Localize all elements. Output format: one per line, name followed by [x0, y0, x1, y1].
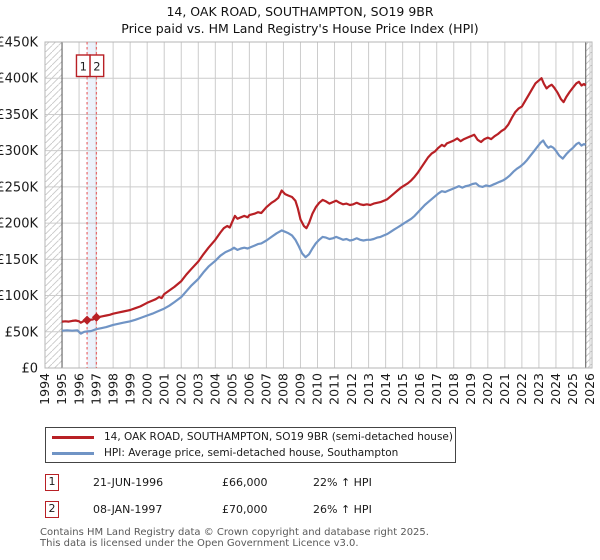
legend-row-hpi: HPI: Average price, semi-detached house,… [52, 447, 455, 460]
hatch-no-data-left [45, 42, 63, 368]
svg-text:2001: 2001 [156, 373, 171, 405]
svg-text:2005: 2005 [225, 373, 240, 405]
svg-text:1996: 1996 [71, 373, 86, 405]
sale-vs-hpi: 26% ↑ HPI [313, 503, 372, 516]
svg-text:1999: 1999 [122, 373, 137, 405]
attribution-footer: Contains HM Land Registry data © Crown c… [40, 527, 429, 549]
legend-row-property: 14, OAK ROAD, SOUTHAMPTON, SO19 9BR (sem… [52, 431, 455, 444]
svg-text:2014: 2014 [378, 373, 393, 405]
svg-text:2002: 2002 [173, 373, 188, 405]
svg-text:2013: 2013 [361, 373, 376, 405]
svg-text:£300K: £300K [0, 144, 38, 159]
svg-text:2011: 2011 [327, 373, 342, 405]
sale-date: 08-JAN-1997 [93, 503, 163, 516]
chart-subtitle: Price paid vs. HM Land Registry's House … [121, 21, 478, 36]
svg-text:£100K: £100K [0, 289, 38, 304]
sale-marker-2 [91, 312, 102, 322]
hatch-no-data-right [585, 42, 592, 368]
hpi-line-swatch [52, 451, 94, 455]
svg-text:2004: 2004 [208, 373, 223, 405]
sale-marker-1 [82, 315, 92, 325]
sale-vs-hpi: 22% ↑ HPI [313, 476, 372, 489]
svg-text:2015: 2015 [395, 373, 410, 405]
svg-text:2012: 2012 [344, 373, 359, 405]
property-line-swatch [52, 435, 94, 439]
chart-legend: 14, OAK ROAD, SOUTHAMPTON, SO19 9BR (sem… [45, 427, 456, 463]
series-property-line [61, 77, 587, 324]
svg-text:2018: 2018 [446, 373, 461, 405]
attribution-line-1: Contains HM Land Registry data © Crown c… [40, 527, 429, 538]
svg-text:£350K: £350K [0, 108, 38, 123]
sale-number-badge: 2 [45, 501, 59, 518]
legend-label-property: 14, OAK ROAD, SOUTHAMPTON, SO19 9BR (sem… [104, 431, 453, 443]
sale-badge-label: 2 [93, 60, 100, 74]
plot-area: 1 2 £0 £50K £100K £150K £200K £250K £300K £350K £4… [0, 36, 597, 405]
svg-text:2000: 2000 [139, 373, 154, 405]
svg-text:2008: 2008 [276, 373, 291, 405]
y-tick-labels: £0 £50K £100K £150K £200K £250K £300K £350K £400… [0, 36, 38, 377]
svg-text:2026: 2026 [582, 373, 597, 405]
sale-badge-label: 1 [80, 60, 87, 74]
svg-text:1995: 1995 [54, 373, 69, 405]
price-chart: 14, OAK ROAD, SOUTHAMPTON, SO19 9BR Pric… [0, 4, 597, 405]
sale-badge-2 [89, 54, 105, 78]
svg-text:1994: 1994 [37, 373, 52, 405]
attribution-line-2: This data is licensed under the Open Gov… [40, 538, 359, 549]
svg-text:2019: 2019 [463, 373, 478, 405]
svg-text:2024: 2024 [548, 373, 563, 405]
svg-text:£400K: £400K [0, 72, 38, 87]
svg-text:2007: 2007 [259, 373, 274, 405]
legend-label-hpi: HPI: Average price, semi-detached house,… [104, 447, 399, 459]
svg-text:2025: 2025 [565, 373, 580, 405]
svg-text:1997: 1997 [88, 373, 103, 405]
svg-text:£200K: £200K [0, 217, 38, 232]
svg-text:£0: £0 [21, 362, 38, 377]
svg-text:2020: 2020 [480, 373, 495, 405]
svg-text:£450K: £450K [0, 36, 38, 51]
svg-text:2016: 2016 [412, 373, 427, 405]
svg-text:2017: 2017 [429, 373, 444, 405]
chart-title: 14, OAK ROAD, SOUTHAMPTON, SO19 9BR [166, 4, 433, 19]
sale-period-band [87, 42, 97, 368]
x-tick-labels: 1994 1995 1996 1997 1998 1999 2000 2001 2002 2003… [37, 373, 597, 405]
svg-text:2003: 2003 [190, 373, 205, 405]
svg-text:£250K: £250K [0, 180, 38, 195]
sale-number-badge: 1 [45, 474, 59, 491]
svg-text:£150K: £150K [0, 253, 38, 268]
sale-price: £66,000 [222, 476, 268, 489]
sale-date: 21-JUN-1996 [93, 476, 164, 489]
svg-text:2010: 2010 [310, 373, 325, 405]
sale-price: £70,000 [222, 503, 268, 516]
series-hpi-line [61, 139, 587, 335]
transaction-row: 2 08-JAN-1997 £70,000 26% ↑ HPI [45, 501, 585, 519]
svg-text:2009: 2009 [293, 373, 308, 405]
svg-text:2023: 2023 [531, 373, 546, 405]
svg-text:2022: 2022 [514, 373, 529, 405]
transaction-row: 1 21-JUN-1996 £66,000 22% ↑ HPI [45, 474, 585, 492]
svg-text:1998: 1998 [105, 373, 120, 405]
plot-border [44, 41, 593, 369]
svg-text:2006: 2006 [242, 373, 257, 405]
svg-text:2021: 2021 [497, 373, 512, 405]
svg-text:£50K: £50K [5, 325, 39, 340]
